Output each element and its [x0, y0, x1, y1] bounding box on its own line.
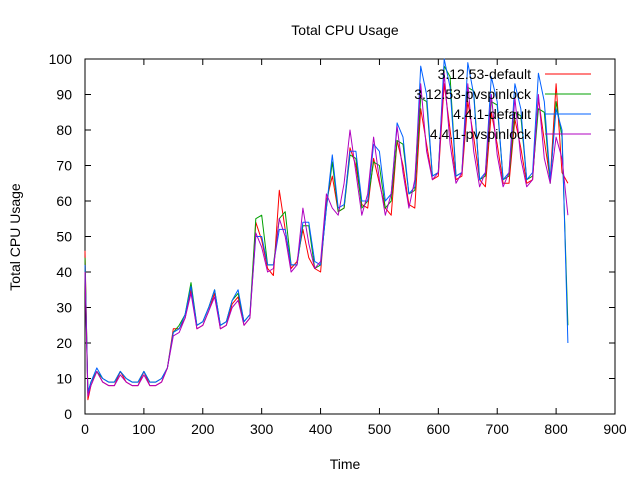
x-tick-label: 400 — [309, 421, 333, 437]
legend-label-4: 4.4.1-pvspinlock — [430, 126, 532, 142]
x-tick-label: 200 — [191, 421, 215, 437]
x-tick-label: 800 — [544, 421, 568, 437]
y-tick-label: 20 — [56, 335, 72, 351]
y-tick-label: 0 — [64, 406, 72, 422]
y-tick-label: 70 — [56, 158, 72, 174]
x-tick-label: 0 — [81, 421, 89, 437]
series-lines — [84, 58, 569, 401]
x-tick-label: 600 — [427, 421, 451, 437]
legend-label-2: 3.12.53-pvspinlock — [414, 86, 532, 102]
plot-frame — [84, 58, 616, 415]
chart-title: Total CPU Usage — [291, 22, 399, 38]
y-tick-label: 90 — [56, 87, 72, 103]
x-tick-label: 700 — [486, 421, 510, 437]
legend-label-1: 3.12.53-default — [438, 66, 532, 82]
x-tick-label: 900 — [603, 421, 627, 437]
legend-label-3: 4.4.1-default — [453, 106, 531, 122]
x-axis-title: Time — [330, 456, 361, 472]
axis-ticks: 0 100 200 300 400 500 600 700 800 900 0 10 20 30 40 50 6… — [49, 51, 627, 437]
y-tick-label: 80 — [56, 122, 72, 138]
series-line-4 — [84, 72, 569, 397]
y-tick-label: 10 — [56, 371, 72, 387]
y-tick-label: 50 — [56, 229, 72, 245]
x-tick-label: 500 — [368, 421, 392, 437]
x-tick-label: 300 — [250, 421, 274, 437]
y-axis-title: Total CPU Usage — [7, 183, 23, 291]
y-tick-label: 100 — [49, 51, 73, 67]
y-tick-label: 30 — [56, 300, 72, 316]
y-tick-label: 40 — [56, 264, 72, 280]
x-tick-label: 100 — [132, 421, 156, 437]
legend: 3.12.53-default 3.12.53-pvspinlock 4.4.1-d… — [414, 66, 591, 142]
y-tick-label: 60 — [56, 193, 72, 209]
